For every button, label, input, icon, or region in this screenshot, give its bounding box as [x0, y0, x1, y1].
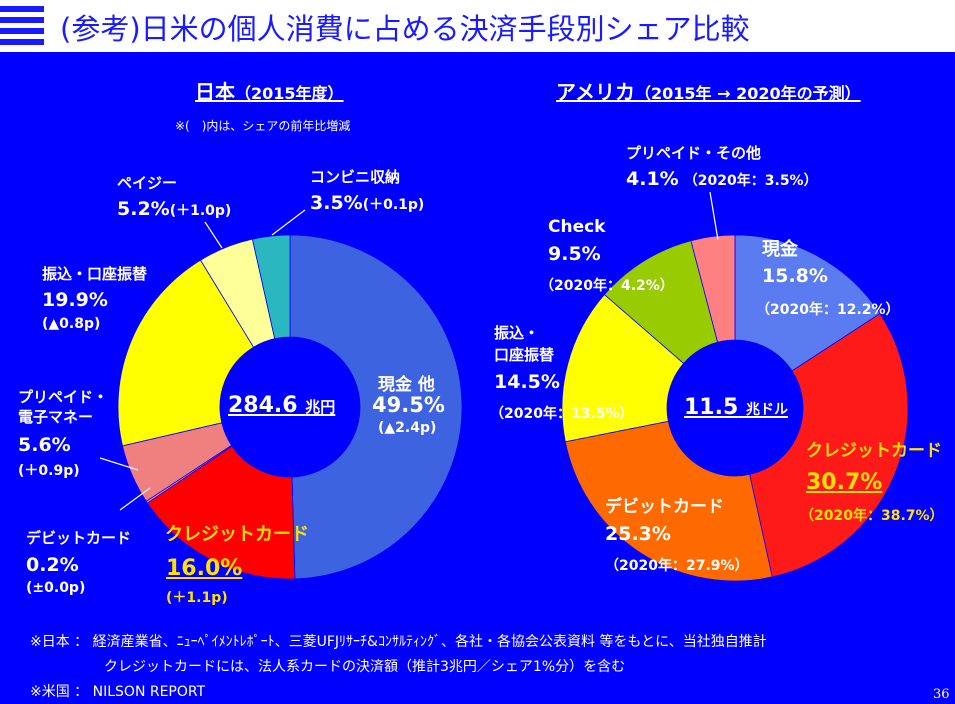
us-check-2020: （2020年：4.2%）	[540, 278, 674, 294]
jp-payeasy-label: ペイジー	[117, 174, 178, 192]
footer-line-3: ※米国 ： NILSON REPORT	[30, 684, 206, 700]
japan-center-unit: 兆円	[305, 398, 336, 416]
us-transfer-label-2: 口座振替	[494, 346, 555, 364]
jp-credit-label: クレジットカード	[165, 524, 309, 545]
usa-center-unit: 兆ドル	[745, 402, 788, 418]
us-credit-label: クレジットカード	[806, 441, 942, 461]
us-debit-2020: （2020年：27.9%）	[605, 558, 749, 574]
page-title: (参考)日米の個人消費に占める決済手段別シェア比較	[60, 12, 750, 46]
us-check-pct: 9.5%	[548, 243, 601, 265]
japan-heading-name: 日本	[195, 80, 235, 104]
jp-payeasy-change: (＋1.0p)	[169, 203, 232, 219]
us-debit-pct: 25.3%	[605, 523, 671, 545]
leader-us-prepaid	[709, 191, 719, 241]
title-bar: (参考)日米の個人消費に占める決済手段別シェア比較	[0, 0, 955, 52]
jp-debit-pct: 0.2%	[26, 554, 79, 576]
us-prepaid-line: 4.1% （2020年：3.5%）	[626, 168, 818, 190]
japan-center-value: 284.6	[228, 393, 298, 418]
us-prepaid-pct: 4.1%	[626, 168, 679, 190]
jp-conv-change: (＋0.1p)	[362, 197, 425, 213]
jp-debit-label: デビットカード	[26, 529, 132, 547]
jp-credit-change: (＋1.1p)	[166, 590, 228, 606]
us-transfer-pct: 14.5%	[494, 371, 560, 393]
leader-jp-payeasy	[204, 221, 223, 249]
usa-donut-chart	[561, 234, 909, 582]
usa-center-label: 11.5 兆ドル	[684, 395, 788, 420]
us-transfer-label-1: 振込・	[494, 324, 540, 342]
usa-center-value: 11.5	[684, 395, 739, 420]
us-debit-label: デビットカード	[605, 497, 724, 517]
jp-cash-pct: 49.5%	[372, 393, 445, 417]
usa-heading-name: アメリカ	[556, 80, 635, 104]
jp-center-hole	[220, 337, 360, 477]
jp-prepaid-label-2: 電子マネー	[18, 408, 94, 426]
us-cash-2020: （2020年：12.2%）	[756, 302, 900, 318]
us-credit-2020: （2020年：38.7%）	[800, 508, 944, 524]
us-cash-pct: 15.8%	[762, 265, 828, 287]
us-prepaid-2020: （2020年：3.5%）	[683, 173, 818, 189]
us-center-hole	[667, 340, 803, 476]
jp-transfer-pct: 19.9%	[42, 289, 108, 311]
page-number: 36	[933, 687, 950, 702]
jp-cash-change: (▲2.4p)	[378, 420, 437, 436]
jp-transfer-label: 振込・口座振替	[42, 265, 148, 283]
jp-prepaid-pct: 5.6%	[18, 434, 71, 456]
leader-jp-conv	[271, 209, 306, 236]
us-prepaid-label: プリペイド・その他	[626, 144, 762, 162]
usa-heading-year: （2015年 → 2020年の予測）	[635, 84, 861, 103]
jp-prepaid-label-1: プリペイド・	[18, 388, 109, 406]
jp-conv-label: コンビニ収納	[310, 168, 401, 186]
leader-jp-prepaid	[99, 457, 139, 471]
jp-payeasy-pct-line: 5.2%(＋1.0p)	[117, 198, 231, 220]
jp-debit-change: (±0.0p)	[26, 580, 86, 596]
footer-line-2: クレジットカードには、法人系カードの決済額（推計3兆円／シェア1%分）を含む	[104, 659, 626, 675]
us-cash-label: 現金	[762, 239, 798, 260]
jp-conv-pct: 3.5%	[310, 192, 363, 214]
leader-jp-debit	[119, 487, 151, 511]
japan-note: ※( )内は、シェアの前年比増減	[175, 119, 351, 133]
leader-lines	[99, 191, 719, 511]
us-check-label: Check	[548, 217, 606, 237]
jp-transfer-change: (▲0.8p)	[42, 316, 101, 332]
footer-line-1: ※日本 ： 経済産業省、ﾆｭｰﾍﾟｲﾒﾝﾄﾚﾎﾟｰﾄ、三菱UFJﾘｻｰﾁ&ｺﾝｻ…	[30, 634, 767, 650]
japan-donut-chart	[117, 234, 463, 580]
menu-stripes-icon	[0, 6, 44, 46]
jp-cash-label: 現金 他	[378, 375, 435, 395]
japan-center-label: 284.6 兆円	[228, 393, 335, 418]
us-transfer-2020: （2020年：13.5%）	[490, 406, 634, 422]
jp-payeasy-pct: 5.2%	[117, 198, 170, 220]
japan-heading-year: （2015年度）	[235, 84, 344, 103]
jp-prepaid-change: (＋0.9p)	[18, 463, 80, 479]
jp-credit-pct: 16.0%	[166, 556, 243, 581]
usa-heading: アメリカ（2015年 → 2020年の予測）	[556, 76, 861, 105]
japan-heading: 日本（2015年度）	[195, 76, 344, 105]
jp-conv-pct-line: 3.5%(＋0.1p)	[310, 192, 424, 214]
us-credit-pct: 30.7%	[806, 470, 883, 495]
